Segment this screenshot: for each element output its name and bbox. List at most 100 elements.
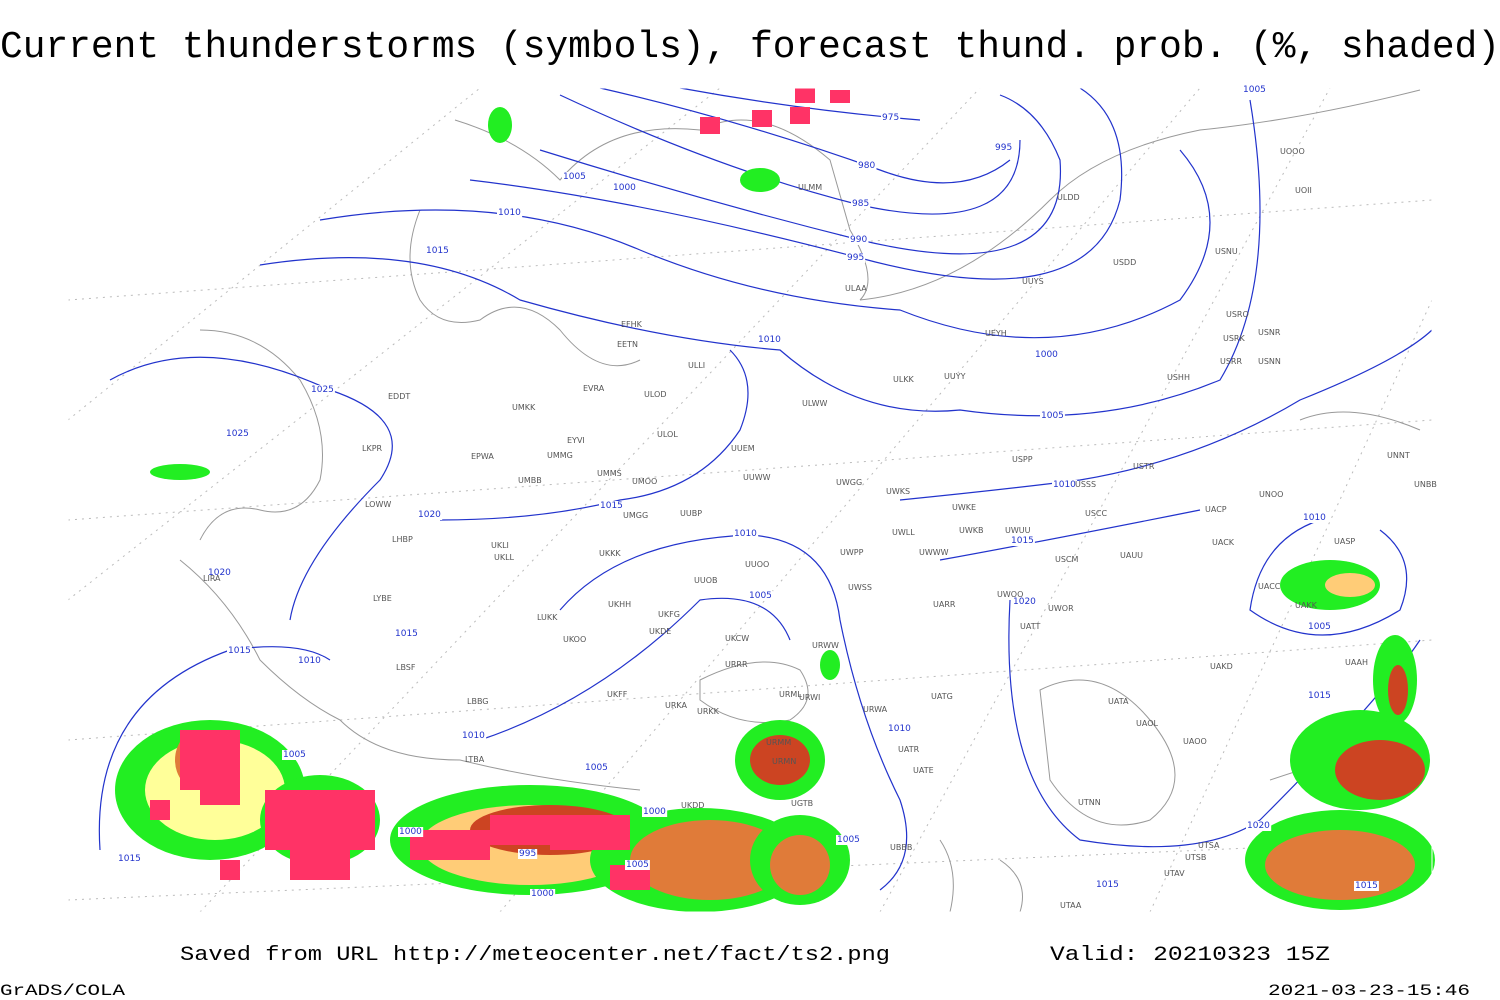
- isobar-label: 1015: [395, 629, 418, 639]
- station-code: LOWW: [365, 500, 391, 509]
- station-code: LBBG: [467, 697, 489, 706]
- station-code: UOII: [1295, 186, 1312, 195]
- station-code: URWI: [799, 693, 820, 702]
- station-code: LIRA: [203, 574, 221, 583]
- label-bg: [530, 889, 556, 899]
- timestamp: 2021-03-23-15:46: [1268, 982, 1470, 1000]
- label-bg: [1040, 411, 1065, 421]
- station-code: USNR: [1258, 328, 1281, 337]
- station-code: UMBB: [518, 476, 542, 485]
- label-bg: [584, 763, 609, 773]
- label-bg: [748, 591, 773, 601]
- label-bg: [225, 429, 250, 439]
- station-code: URKK: [697, 707, 720, 716]
- label-bg: [846, 253, 866, 263]
- station-code: UKDD: [681, 801, 704, 810]
- station-code: UAKD: [1210, 662, 1233, 671]
- isobar-label: 1010: [1053, 480, 1076, 490]
- station-code: UKHH: [608, 600, 631, 609]
- station-code: ULMM: [798, 183, 822, 192]
- isobar-label: 985: [852, 199, 869, 209]
- station-code: USRO: [1226, 310, 1249, 319]
- isobar-label: 1010: [888, 724, 911, 734]
- station-code: UNNT: [1387, 451, 1410, 460]
- station-code: UUOO: [745, 560, 769, 569]
- station-code: UASP: [1334, 537, 1355, 546]
- station-code: EVRA: [583, 384, 605, 393]
- station-code: UWKS: [886, 487, 910, 496]
- label-bg: [461, 731, 487, 741]
- station-code: UTSA: [1198, 841, 1220, 850]
- station-code: UWPP: [840, 548, 864, 557]
- station-code: UGTB: [791, 799, 813, 808]
- isobar-label: 1015: [1355, 881, 1378, 891]
- station-code: LYBE: [373, 594, 392, 603]
- isobar-label: 1000: [399, 827, 422, 837]
- label-bg: [310, 385, 335, 395]
- isobar-label: 1005: [1308, 622, 1331, 632]
- isobar-label: 1020: [208, 568, 231, 578]
- label-bg: [1354, 881, 1379, 891]
- isobar-label: 1005: [1243, 85, 1266, 95]
- station-code: EDDT: [388, 392, 410, 401]
- station-code: URMN: [772, 757, 796, 766]
- station-code: ULAA: [845, 284, 867, 293]
- isobar-label: 1005: [585, 763, 608, 773]
- isobar-label: 1020: [418, 510, 441, 520]
- label-bg: [518, 849, 538, 859]
- station-code: UUWW: [743, 473, 771, 482]
- station-code: UTNN: [1078, 798, 1101, 807]
- station-code: UAUU: [1120, 551, 1143, 560]
- station-code: URMM: [766, 738, 791, 747]
- label-bg: [733, 529, 759, 539]
- label-bg: [425, 246, 450, 256]
- label-bg: [207, 568, 233, 578]
- isobar-label: 1000: [531, 889, 554, 899]
- label-bg: [857, 161, 877, 171]
- valid-time: Valid: 20210323 15Z: [1050, 944, 1330, 967]
- label-bg: [887, 724, 913, 734]
- station-code: UMKK: [512, 403, 536, 412]
- station-code: UTAV: [1164, 869, 1185, 878]
- station-code: UKLI: [491, 541, 509, 550]
- map-title: Current thunderstorms (symbols), forecas…: [0, 26, 1500, 69]
- isobar-label: 1000: [613, 183, 636, 193]
- station-code: LUKK: [537, 613, 558, 622]
- station-code: USSS: [1075, 480, 1096, 489]
- station-code: USRR: [1220, 357, 1242, 366]
- map-frame: [67, 87, 1435, 913]
- station-code: EETN: [617, 340, 638, 349]
- label-bg: [599, 501, 624, 511]
- station-code: UUEM: [731, 444, 755, 453]
- label-bg: [1307, 691, 1332, 701]
- label-bg: [227, 646, 252, 656]
- label-bg: [994, 143, 1014, 153]
- station-code: UWOR: [1048, 604, 1074, 613]
- station-code: URWA: [863, 705, 888, 714]
- isobar-label: 1010: [734, 529, 757, 539]
- station-code: EFHK: [621, 320, 643, 329]
- station-code: ULWW: [802, 399, 827, 408]
- isobar-label: 995: [519, 849, 536, 859]
- station-code: UUYY: [944, 372, 966, 381]
- label-bg: [1302, 513, 1328, 523]
- label-bg: [836, 835, 861, 845]
- label-bg: [642, 807, 668, 817]
- station-code: UWKE: [952, 503, 976, 512]
- isobar-label: 1015: [1096, 880, 1119, 890]
- station-code: UKFF: [607, 690, 628, 699]
- station-code: UEYH: [985, 329, 1007, 338]
- station-code: ULKK: [893, 375, 915, 384]
- station-code: UKDE: [649, 627, 671, 636]
- label-bg: [881, 113, 901, 123]
- coastlines: [179, 89, 1421, 913]
- station-code: UWKB: [959, 526, 984, 535]
- station-code: UATR: [898, 745, 920, 754]
- isobar-label: 1000: [643, 807, 666, 817]
- station-code: UWWW: [919, 548, 949, 557]
- isobar-label: 1005: [283, 750, 306, 760]
- label-bg: [1307, 622, 1332, 632]
- station-code: URWW: [812, 641, 839, 650]
- isobar-label: 1015: [1308, 691, 1331, 701]
